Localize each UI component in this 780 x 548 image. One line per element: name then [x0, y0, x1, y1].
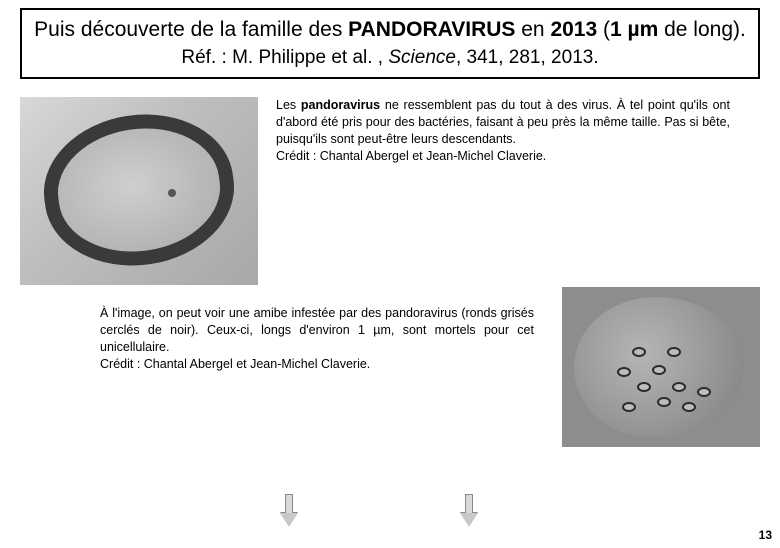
caption-2: À l'image, on peut voir une amibe infest… [100, 305, 544, 373]
title-box: Puis découverte de la famille des PANDOR… [20, 8, 760, 79]
caption1-bold: pandoravirus [301, 98, 380, 112]
caption1-pre: Les [276, 98, 301, 112]
row-1: Les pandoravirus ne ressemblent pas du t… [20, 97, 760, 285]
caption2-body: À l'image, on peut voir une amibe infest… [100, 306, 534, 354]
ref-journal: Science [388, 47, 456, 68]
title-paren-rest: de long). [658, 18, 746, 41]
arrows-row [0, 494, 780, 534]
title-bold-size: 1 µm [610, 18, 658, 41]
title-main: Puis découverte de la famille des PANDOR… [32, 16, 748, 43]
row-2: À l'image, on peut voir une amibe infest… [20, 305, 760, 447]
caption-1: Les pandoravirus ne ressemblent pas du t… [276, 97, 760, 165]
title-pre: Puis découverte de la famille des [34, 18, 348, 41]
caption1-credit: Crédit : Chantal Abergel et Jean-Michel … [276, 149, 546, 163]
title-bold-pandoravirus: PANDORAVIRUS [348, 18, 515, 41]
title-reference: Réf. : M. Philippe et al. , Science, 341… [32, 47, 748, 69]
ref-post: , 341, 281, 2013. [456, 47, 599, 68]
down-arrow-icon [460, 494, 478, 528]
caption2-credit: Crédit : Chantal Abergel et Jean-Michel … [100, 357, 370, 371]
title-mid: en [515, 18, 550, 41]
title-bold-year: 2013 [550, 18, 597, 41]
down-arrow-icon [280, 494, 298, 528]
micrograph-amoeba [562, 287, 760, 447]
ref-pre: Réf. : M. Philippe et al. , [181, 47, 388, 68]
cell-shape-icon [34, 103, 243, 278]
micrograph-pandoravirus [20, 97, 258, 285]
title-paren-open: ( [597, 18, 610, 41]
